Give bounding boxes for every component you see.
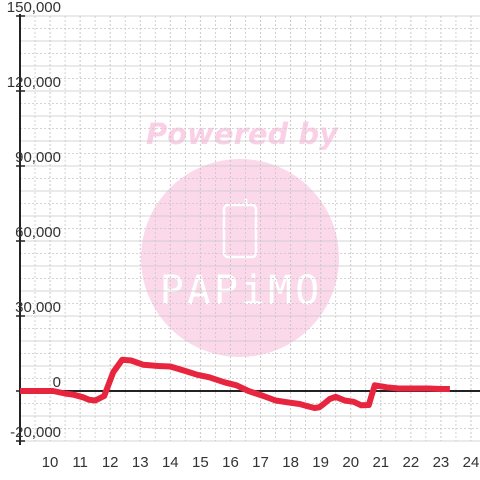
x-tick-label: 23 — [433, 454, 450, 471]
x-tick-label: 10 — [42, 454, 59, 471]
x-tick-label: 21 — [372, 454, 389, 471]
y-tick-label: 30,000 — [15, 299, 61, 316]
watermark-powered-by-text: Powered by — [146, 117, 339, 151]
series-layer — [20, 356, 450, 411]
x-tick-label: 16 — [222, 454, 239, 471]
x-tick-labels: 10 11 12 13 14 15 16 17 18 19 20 21 22 23 24 — [42, 454, 480, 471]
y-tick-labels: -20,000 0 30,000 60,000 90,000 120,000 150,000 — [7, 0, 61, 441]
x-tick-label: 19 — [312, 454, 329, 471]
x-tick-label: 11 — [72, 454, 88, 471]
y-tick-label: 60,000 — [15, 224, 61, 241]
series-line — [20, 356, 450, 411]
x-tick-label: 20 — [342, 454, 359, 471]
y-tick-label: -20,000 — [10, 424, 61, 441]
x-tick-label: 18 — [282, 454, 299, 471]
x-tick-label: 12 — [102, 454, 119, 471]
y-tick-label: 150,000 — [7, 0, 61, 16]
watermark-phone-icon — [222, 203, 258, 259]
x-tick-label: 14 — [162, 454, 179, 471]
y-tick-label: 90,000 — [15, 149, 61, 166]
x-tick-label: 17 — [252, 454, 269, 471]
x-tick-label: 22 — [403, 454, 420, 471]
x-tick-label: 24 — [463, 454, 480, 471]
x-tick-label: 15 — [192, 454, 209, 471]
x-tick-label: 13 — [132, 454, 149, 471]
y-tick-label: 120,000 — [7, 74, 61, 91]
y-tick-label: 0 — [53, 374, 61, 391]
